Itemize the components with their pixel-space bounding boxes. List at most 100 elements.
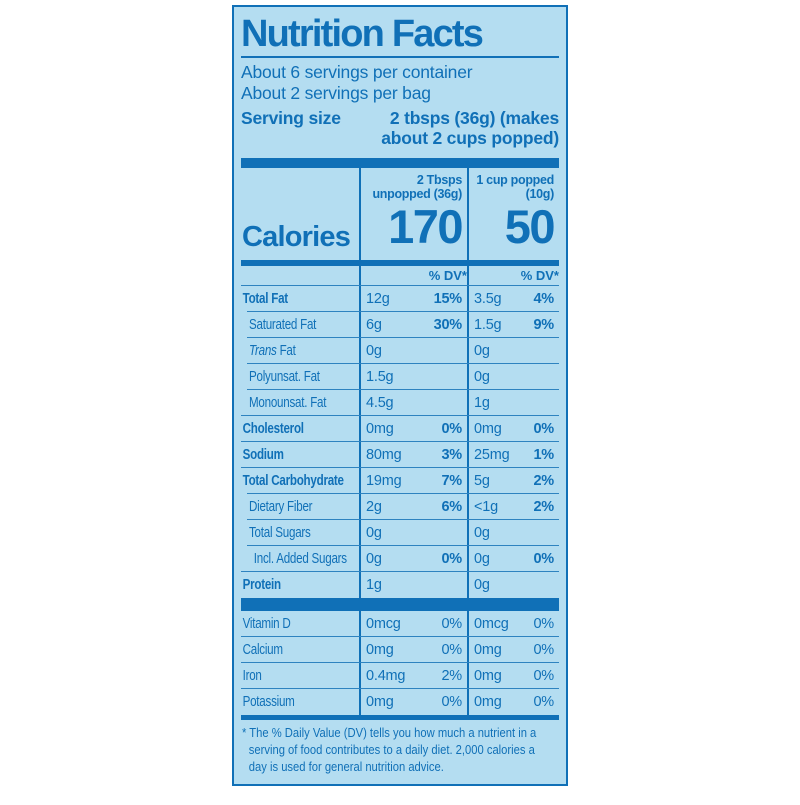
popped-amount: 0g [474,576,490,593]
popped-dv: 0% [533,641,554,658]
nutrient-name: Total Carbohydrate [242,472,344,489]
popped-amount: 1g [474,394,490,411]
dv-header-popped-cell: % DV* [467,265,559,286]
serving-size-label: Serving size [241,107,341,128]
column-popped: 1 cup popped (10g) 50 [467,167,559,260]
popped-value-cell: 0g [467,519,559,546]
unpopped-amount: 0mg [366,420,394,437]
nutrient-name: Vitamin D [242,615,291,632]
unpopped-dv: 0% [441,550,462,567]
vitamin-rows: Vitamin D 0mcg 0% 0mcg 0% Calcium 0mg 0%… [241,610,559,715]
servings-per-container: About 6 servings per container [241,61,473,82]
unpopped-value-cell: 6g 30% [359,311,467,338]
nutrient-row-total-fat: Total Fat 12g 15% 3.5g 4% [241,284,559,312]
popped-value-cell: 25mg 1% [467,441,559,468]
nutrient-name-cell: Monounsat. Fat [241,390,359,416]
nutrient-rows: Total Fat 12g 15% 3.5g 4% Saturated Fat … [241,284,559,598]
dv-header-unpopped: % DV* [428,268,467,284]
popped-value-cell: 0mg 0% [467,415,559,442]
column-unpopped-header: 2 Tbsps unpopped (36g) [366,173,462,202]
unpopped-value-cell: 0g [359,519,467,546]
nutrient-name-cell: Potassium [241,689,359,715]
unpopped-dv: 0% [441,693,462,710]
unpopped-dv: 0% [441,420,462,437]
nutrient-name: Total Sugars [249,524,311,541]
nutrient-name-cell: Vitamin D [241,611,359,637]
unpopped-amount: 6g [366,316,382,333]
unpopped-amount: 1.5g [366,368,394,385]
nutrient-name-cell: Polyunsat. Fat [241,364,359,390]
calories-value-unpopped: 170 [388,199,463,253]
nutrient-name-cell: Iron [241,663,359,689]
dv-header-unpopped-cell: % DV* [359,265,467,286]
popped-dv: 2% [533,498,554,515]
popped-dv: 0% [533,420,554,437]
panel-title: Nutrition Facts [241,13,484,55]
popped-value-cell: 0g [467,363,559,390]
column-popped-header-line2: (10g) [525,187,555,202]
nutrient-name-cell: Calcium [241,637,359,663]
unpopped-value-cell: 0.4mg 2% [359,662,467,689]
popped-value-cell: 1g [467,389,559,416]
unpopped-value-cell: 4.5g [359,389,467,416]
unpopped-value-cell: 0mg 0% [359,688,467,715]
nutrient-name-cell: Total Carbohydrate [241,468,359,494]
footnote-line-1: * The % Daily Value (DV) tells you how m… [242,724,537,740]
nutrient-row-trans-fat: Trans Fat 0g 0g [241,336,559,364]
popped-value-cell: 5g 2% [467,467,559,494]
calories-section: Calories 2 Tbsps unpopped (36g) 170 1 cu… [241,167,559,260]
dv-header-spacer [241,266,359,286]
separator-bar-top [241,157,559,168]
nutrient-name: Incl. Added Sugars [253,550,347,567]
nutrient-name-cell: Cholesterol [241,416,359,442]
nutrient-row-total-carbohydrate: Total Carbohydrate 19mg 7% 5g 2% [241,466,559,494]
nutrient-row-incl-added-sugars: Incl. Added Sugars 0g 0% 0g 0% [241,544,559,572]
popped-value-cell: 0mg 0% [467,688,559,715]
unpopped-amount: 0mg [366,641,394,658]
servings-per-bag: About 2 servings per bag [241,83,431,104]
calories-label-cell: Calories [241,168,359,260]
column-unpopped-header-line2: unpopped (36g) [372,187,462,202]
column-popped-header-line1: 1 cup popped [476,172,554,187]
popped-value-cell: 0g 0% [467,545,559,572]
popped-amount: 0g [474,342,490,359]
nutrient-row-polyunsat-fat: Polyunsat. Fat 1.5g 0g [241,362,559,390]
unpopped-value-cell: 19mg 7% [359,467,467,494]
nutrient-name-cell: Incl. Added Sugars [241,546,359,572]
unpopped-dv: 0% [441,615,462,632]
unpopped-dv: 6% [441,498,462,515]
nutrient-row-sodium: Sodium 80mg 3% 25mg 1% [241,440,559,468]
dv-header-row: % DV* % DV* [241,265,559,286]
popped-amount: 0mg [474,667,502,684]
popped-amount: 5g [474,472,490,489]
unpopped-amount: 12g [366,290,390,307]
unpopped-value-cell: 0g 0% [359,545,467,572]
popped-value-cell: 1.5g 9% [467,311,559,338]
popped-amount: 0mg [474,641,502,658]
popped-dv: 0% [533,615,554,632]
popped-dv: 9% [533,316,554,333]
popped-dv: 0% [533,667,554,684]
unpopped-amount: 0g [366,524,382,541]
unpopped-amount: 19mg [366,472,402,489]
unpopped-dv: 15% [433,290,463,307]
nutrient-row-protein: Protein 1g 0g [241,570,559,598]
separator-bar-calories [241,259,559,266]
unpopped-value-cell: 0mcg 0% [359,610,467,637]
nutrient-name: Calcium [242,641,283,658]
column-unpopped-header-line1: 2 Tbsps [416,172,462,187]
serving-size-row: Serving size 2 tbsps (36g) (makes about … [241,108,559,149]
nutrient-name: Cholesterol [242,420,304,437]
unpopped-value-cell: 80mg 3% [359,441,467,468]
nutrient-name: Monounsat. Fat [249,394,327,411]
popped-amount: 1.5g [474,316,502,333]
calories-value-popped: 50 [504,199,556,253]
unpopped-dv: 30% [433,316,463,333]
nutrient-name: Dietary Fiber [249,498,313,515]
popped-value-cell: 0g [467,571,559,598]
unpopped-amount: 0mg [366,693,394,710]
unpopped-dv: 3% [441,446,462,463]
nutrient-name: Potassium [242,693,295,710]
unpopped-amount: 80mg [366,446,402,463]
popped-dv: 1% [533,446,554,463]
